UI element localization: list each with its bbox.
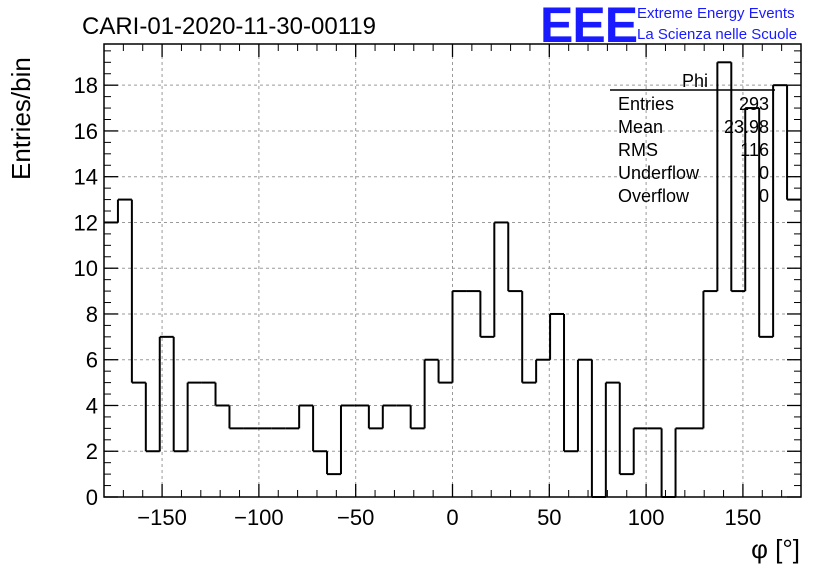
stats-title: Phi bbox=[682, 71, 708, 91]
x-tick-label: 0 bbox=[446, 505, 458, 530]
stats-row-value: 116 bbox=[740, 140, 769, 160]
y-tick-label: 6 bbox=[86, 348, 98, 373]
y-tick-label: 10 bbox=[74, 256, 98, 281]
logo-line-2: La Scienza nelle Scuole bbox=[637, 26, 797, 43]
y-tick-label: 2 bbox=[86, 439, 98, 464]
y-axis-title: Entries/bin bbox=[6, 57, 36, 180]
y-tick-label: 12 bbox=[74, 210, 98, 235]
y-tick-label: 0 bbox=[86, 485, 98, 510]
stats-row-value: 0 bbox=[759, 186, 769, 206]
x-tick-label: −100 bbox=[234, 505, 284, 530]
stats-row-label: Entries bbox=[618, 94, 674, 114]
stats-row-label: Mean bbox=[618, 117, 663, 137]
stats-rows: Entries 293 Mean 23.98 RMS 116 Underflow 0 Overf… bbox=[618, 94, 769, 206]
stats-row-label: Underflow bbox=[618, 163, 700, 183]
x-axis-title: φ [°] bbox=[751, 534, 800, 564]
chart-title: CARI-01-2020-11-30-00119 bbox=[82, 13, 376, 40]
x-tick-label: 50 bbox=[537, 505, 561, 530]
y-tick-label: 4 bbox=[86, 393, 98, 418]
stats-box: Phi Entries 293 Mean 23.98 RMS 116 Underflow 0 O… bbox=[610, 71, 775, 206]
x-tick-label: −50 bbox=[337, 505, 374, 530]
x-tick-label: 100 bbox=[628, 505, 665, 530]
y-tick-label: 8 bbox=[86, 302, 98, 327]
stats-row-value: 0 bbox=[759, 163, 769, 183]
y-tick-label: 18 bbox=[74, 73, 98, 98]
logo-line-1: Extreme Energy Events bbox=[637, 5, 795, 22]
histogram-series bbox=[104, 61, 801, 498]
x-tick-label: −150 bbox=[137, 505, 187, 530]
plot-frame bbox=[103, 43, 802, 498]
stats-row-value: 293 bbox=[739, 94, 769, 114]
x-tick-label: 150 bbox=[725, 505, 762, 530]
axis-ticks: −150 −100 −50 0 50 100 150 0 2 4 6 8 10 12 14 16 18 bbox=[74, 44, 801, 530]
eee-logo-mark: EEE bbox=[540, 0, 637, 53]
y-tick-label: 14 bbox=[74, 165, 98, 190]
stats-row-label: Overflow bbox=[618, 186, 690, 206]
y-tick-label: 16 bbox=[74, 119, 98, 144]
stats-row-value: 23.98 bbox=[724, 117, 769, 137]
eee-logo: EEE Extreme Energy Events La Scienza nel… bbox=[540, 0, 797, 53]
stats-row-label: RMS bbox=[618, 140, 658, 160]
